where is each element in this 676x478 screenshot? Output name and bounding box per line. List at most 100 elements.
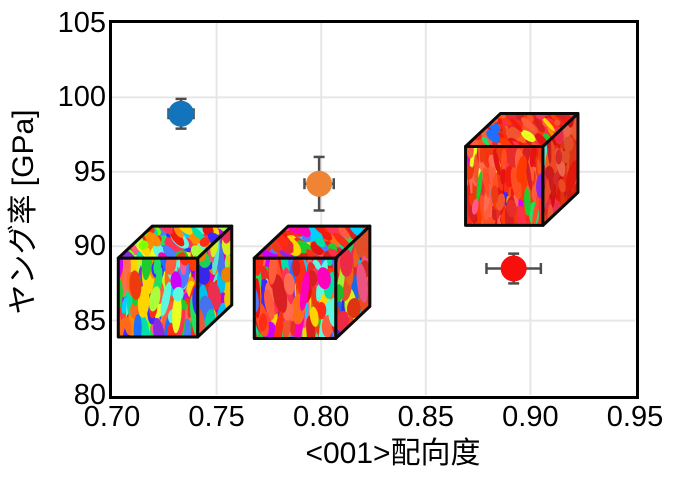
grain-blob — [199, 237, 210, 247]
grain-blob — [558, 178, 566, 193]
grain-blob — [524, 187, 531, 216]
grain-blob — [465, 123, 472, 139]
grain-blob — [283, 272, 295, 295]
x-tick-label: 0.75 — [188, 401, 245, 433]
y-axis-title: ヤング率 [GPa] — [7, 109, 40, 315]
grain-blob — [192, 284, 198, 318]
grain-blob — [465, 113, 471, 125]
grain-blob — [122, 226, 131, 228]
grain-blob — [516, 155, 527, 183]
grain-blob — [356, 327, 369, 339]
grain-blob — [119, 226, 135, 239]
x-tick-label: 0.85 — [397, 401, 455, 433]
grain-blob — [573, 216, 578, 226]
grain-blob — [254, 232, 260, 245]
grain-blob — [532, 197, 539, 226]
grain-blob — [254, 231, 265, 245]
grain-blob — [512, 140, 529, 147]
grain-blob — [149, 286, 161, 312]
grain-blob — [223, 315, 232, 337]
grain-blob — [531, 117, 545, 133]
marker-circle — [500, 255, 527, 282]
grain-blob — [496, 146, 506, 161]
grain-blob — [566, 217, 575, 226]
grain-blob — [465, 119, 472, 131]
grain-blob — [222, 317, 232, 337]
grain-blob — [471, 113, 484, 123]
grain-blob — [516, 113, 525, 120]
grain-blob — [257, 226, 272, 232]
grain-blob — [118, 226, 130, 240]
data-point-sample-orange — [303, 155, 336, 212]
cube-edge-right — [196, 224, 234, 339]
grain-blob — [118, 226, 121, 237]
grain-blob — [510, 118, 523, 132]
grain-blob — [118, 226, 127, 237]
grain-blob — [226, 320, 232, 337]
grain-blob — [499, 137, 513, 147]
grain-blob — [563, 209, 571, 226]
cube-shade-overlay — [335, 226, 370, 339]
grain-blob — [521, 117, 536, 132]
grain-blob — [254, 228, 259, 240]
grain-blob — [254, 230, 265, 245]
grain-blob — [358, 316, 366, 339]
grain-blob — [254, 226, 265, 235]
grain-blob — [570, 200, 578, 214]
grain-blob — [466, 115, 475, 124]
grain-blob — [315, 237, 326, 248]
grain-blob — [354, 333, 365, 339]
grain-blob — [221, 321, 228, 337]
x-tick-label: 0.90 — [502, 401, 559, 433]
data-point-sample-red — [485, 252, 543, 285]
grain-blob — [364, 314, 370, 337]
cube-edge-right — [541, 112, 580, 227]
grain-blob — [119, 232, 131, 244]
grain-blob — [569, 198, 577, 226]
grain-blob — [563, 216, 569, 226]
grain-blob — [118, 226, 125, 234]
grain-blob — [471, 126, 479, 133]
grain-blob — [134, 226, 148, 229]
grain-blob — [465, 113, 469, 116]
grain-blob — [172, 286, 184, 302]
grain-blob — [355, 327, 365, 339]
grain-blob — [254, 230, 265, 243]
grain-blob — [172, 292, 182, 334]
grain-blob — [254, 226, 267, 236]
grain-blob — [307, 270, 318, 287]
grain-blob — [228, 317, 232, 337]
grain-blob — [488, 113, 496, 115]
marker-circle — [306, 170, 333, 197]
grain-blob — [227, 309, 232, 334]
grain-blob — [501, 148, 507, 170]
y-tick-label: 80 — [73, 379, 106, 411]
grain-blob — [118, 230, 127, 242]
grain-blob — [118, 226, 130, 235]
grain-blob — [197, 262, 210, 285]
grain-blob — [554, 119, 561, 126]
grain-blob — [568, 209, 578, 226]
grain-blob — [563, 213, 571, 226]
grain-blob — [207, 326, 221, 337]
grain-blob — [536, 173, 543, 199]
grain-blob — [311, 226, 325, 234]
grain-blob — [465, 113, 475, 119]
grain-blob — [363, 319, 370, 339]
grain-blob — [541, 116, 555, 132]
grain-blob — [129, 270, 142, 300]
grain-blob — [560, 150, 571, 164]
grain-blob — [118, 226, 133, 234]
grain-blob — [504, 113, 517, 123]
grain-blob — [517, 205, 527, 226]
x-tick-label: 0.70 — [83, 401, 141, 433]
cube-shade-overlay — [542, 113, 578, 226]
grain-blob — [254, 226, 273, 237]
grain-blob — [465, 113, 480, 118]
grain-blob — [565, 160, 578, 195]
grain-blob — [339, 248, 353, 277]
grain-blob — [316, 267, 331, 290]
grain-blob — [368, 319, 370, 339]
grain-blob — [506, 199, 517, 218]
grain-blob — [547, 166, 555, 197]
